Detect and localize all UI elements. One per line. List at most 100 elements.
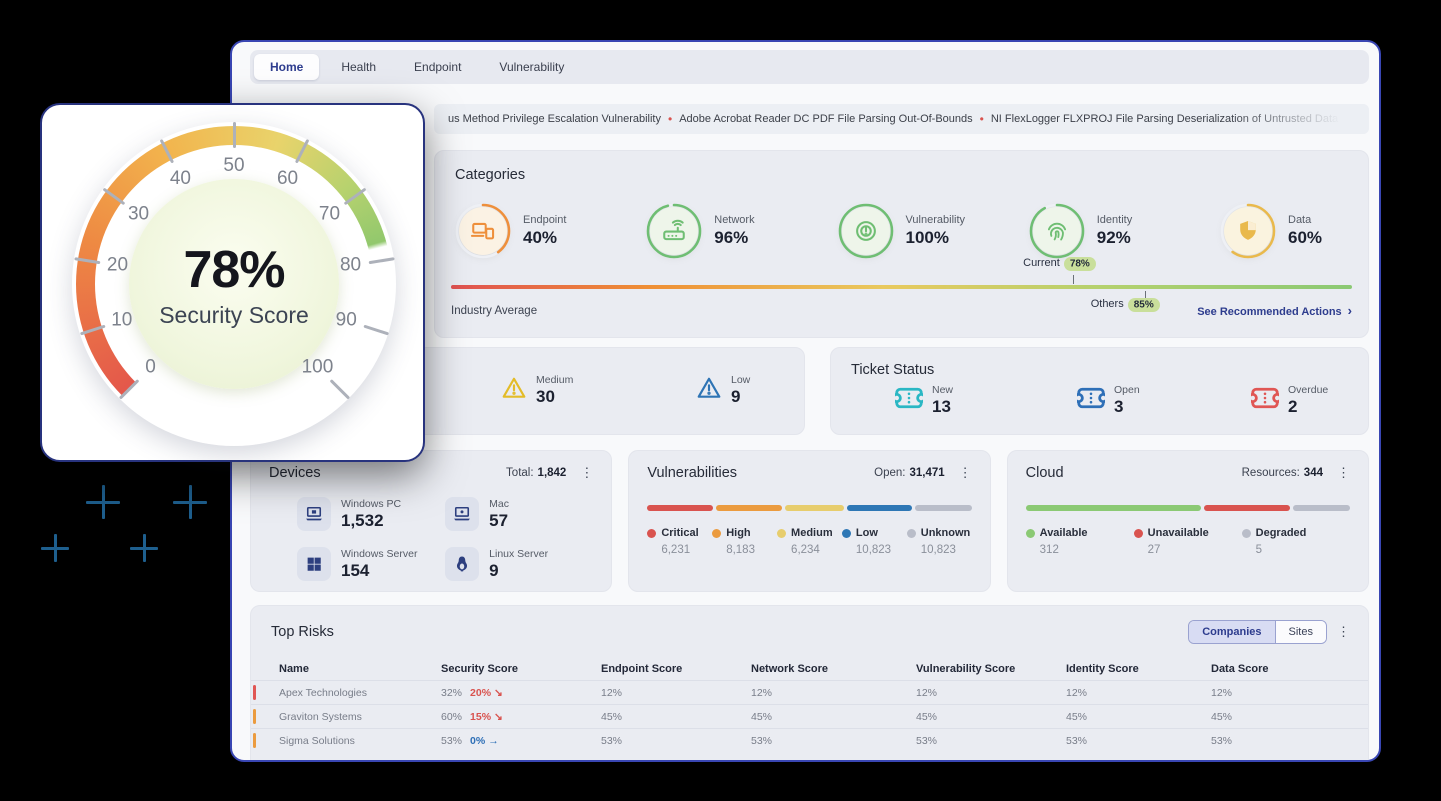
cloud-stacked-bar [1025, 505, 1350, 511]
table-row[interactable]: Apex Technologies 32% 20% ↘ 12% 12% 12% 12%… [251, 680, 1368, 704]
kebab-menu-icon[interactable]: ⋮ [1337, 624, 1350, 639]
gauge-value: 78% [183, 240, 285, 299]
category-label: Vulnerability [905, 214, 966, 226]
device-value: 9 [489, 560, 499, 580]
tab-bar: Home Health Endpoint Vulnerability [250, 50, 1369, 84]
toggle-sites[interactable]: Sites [1275, 621, 1326, 643]
ticket-value: 2 [1288, 397, 1298, 416]
legend-available: Available 312 [1025, 527, 1134, 556]
legend-dot [777, 528, 787, 538]
device-mac[interactable]: Mac 57 [445, 497, 593, 531]
warning-triangle-icon [501, 375, 527, 406]
table-row[interactable]: Graviton Systems 60% 15% ↘ 45% 45% 45% 45% … [251, 704, 1368, 728]
category-data[interactable]: Data 60% [1220, 203, 1330, 259]
ticket-label: Open [1114, 384, 1140, 396]
category-network[interactable]: Network 96% [646, 203, 796, 259]
ticker-bullet-icon: • [667, 112, 673, 126]
ticket-value: 3 [1114, 397, 1124, 416]
plus-decoration [130, 534, 158, 562]
category-label: Data [1288, 214, 1312, 226]
legend-dot [712, 528, 722, 538]
legend-critical: Critical 6,231 [647, 527, 712, 556]
device-label: Windows Server [341, 547, 418, 560]
legend-high: High 8,183 [712, 527, 777, 556]
ticket-new[interactable]: New 13 [891, 384, 953, 417]
device-windows-server[interactable]: Windows Server 154 [297, 547, 445, 581]
current-marker [1072, 275, 1075, 284]
risk-name: Apex Technologies [279, 686, 367, 699]
ticket-icon [1247, 387, 1283, 414]
gauge-tick-label: 60 [276, 167, 299, 189]
bar-segment [846, 505, 913, 511]
plus-decoration [41, 534, 69, 562]
kebab-menu-icon[interactable]: ⋮ [1336, 465, 1350, 480]
ticket-icon [891, 387, 927, 414]
legend-dot [647, 528, 657, 538]
ticket-label: Overdue [1288, 384, 1329, 396]
ticker-fade [1229, 104, 1369, 134]
devices-title: Devices [269, 465, 321, 481]
kebab-menu-icon[interactable]: ⋮ [958, 465, 972, 480]
device-windows-pc[interactable]: Windows PC 1,532 [297, 497, 445, 531]
vulnerabilities-card: Vulnerabilities Open: 31,471 ⋮ Critical 6… [628, 450, 991, 592]
devices-card: Devices Total: 1,842 ⋮ Windows PC 1,532 [250, 450, 613, 592]
dashboard-window: Home Health Endpoint Vulnerability us Me… [230, 40, 1381, 762]
legend-dot [1241, 528, 1251, 538]
gauge-center: 78% Security Score [129, 179, 339, 389]
trend-down-icon: ↘ [494, 686, 503, 699]
kebab-menu-icon[interactable]: ⋮ [580, 465, 594, 480]
tab-endpoint[interactable]: Endpoint [414, 60, 462, 74]
category-identity[interactable]: Identity 92% [1029, 203, 1179, 259]
tab-health[interactable]: Health [341, 60, 377, 74]
vulnerabilities-open: Open: 31,471 ⋮ [874, 465, 972, 480]
category-label: Endpoint [523, 214, 567, 226]
mac-icon [445, 497, 480, 531]
toggle-companies[interactable]: Companies [1189, 621, 1276, 643]
gauge-tick-label: 10 [111, 309, 133, 331]
alert-medium[interactable]: Medium 30 [501, 374, 573, 407]
ticket-status-card: Ticket Status New 13 [830, 347, 1369, 435]
trend-down-icon: ↘ [494, 710, 503, 723]
ticket-open[interactable]: Open 3 [1073, 384, 1140, 417]
linux-penguin-icon [445, 547, 480, 581]
legend-unavailable: Unavailable 27 [1133, 527, 1242, 556]
tab-vulnerability[interactable]: Vulnerability [499, 60, 565, 74]
vulnerabilities-title: Vulnerabilities [647, 465, 738, 481]
device-label: Mac [489, 497, 509, 510]
categories-card: Categories Endpoint 40% [434, 150, 1369, 338]
bar-segment [915, 505, 972, 511]
legend-dot [841, 528, 851, 538]
gauge-tick-label: 80 [339, 254, 362, 276]
legend-dot [1133, 528, 1143, 538]
risk-name: Graviton Systems [279, 710, 362, 723]
table-row[interactable]: Sigma Solutions 53% 0% → 53% 53% 53% 53% 53… [251, 728, 1368, 752]
device-linux-server[interactable]: Linux Server 9 [445, 547, 593, 581]
top-risks-card: Top Risks Companies Sites ⋮ Name Security… [250, 605, 1369, 760]
ticket-status-title: Ticket Status [851, 362, 935, 378]
category-vulnerability[interactable]: Vulnerability 100% [838, 203, 988, 259]
alert-low[interactable]: Low 9 [696, 374, 750, 407]
fingerprint-icon [1032, 207, 1081, 255]
vulnerability-news-ticker: us Method Privilege Escalation Vulnerabi… [434, 104, 1369, 134]
category-label: Network [714, 214, 755, 226]
alert-value: 30 [536, 387, 555, 406]
top-risks-title: Top Risks [271, 624, 334, 640]
windows-logo-icon [297, 547, 331, 581]
warning-triangle-icon [696, 375, 722, 406]
category-endpoint[interactable]: Endpoint 40% [455, 203, 605, 259]
bar-segment [784, 505, 844, 511]
ticket-overdue[interactable]: Overdue 2 [1247, 384, 1329, 417]
tab-home[interactable]: Home [254, 54, 320, 80]
see-recommended-actions-link[interactable]: See Recommended Actions › [1197, 303, 1352, 318]
legend-dot [1025, 528, 1035, 538]
windows-pc-icon [297, 497, 331, 531]
gauge-tick-label: 20 [106, 254, 129, 276]
legend-low: Low 10,823 [841, 527, 907, 556]
legend-unknown: Unknown 10,823 [906, 527, 972, 556]
gauge-tick-label: 100 [301, 356, 334, 378]
shield-icon [1224, 207, 1272, 255]
alert-value: 9 [731, 387, 741, 406]
risk-accent-bar [253, 709, 256, 724]
gauge-tick-label: 40 [169, 167, 191, 189]
others-tag: Others 85% [1091, 297, 1160, 312]
